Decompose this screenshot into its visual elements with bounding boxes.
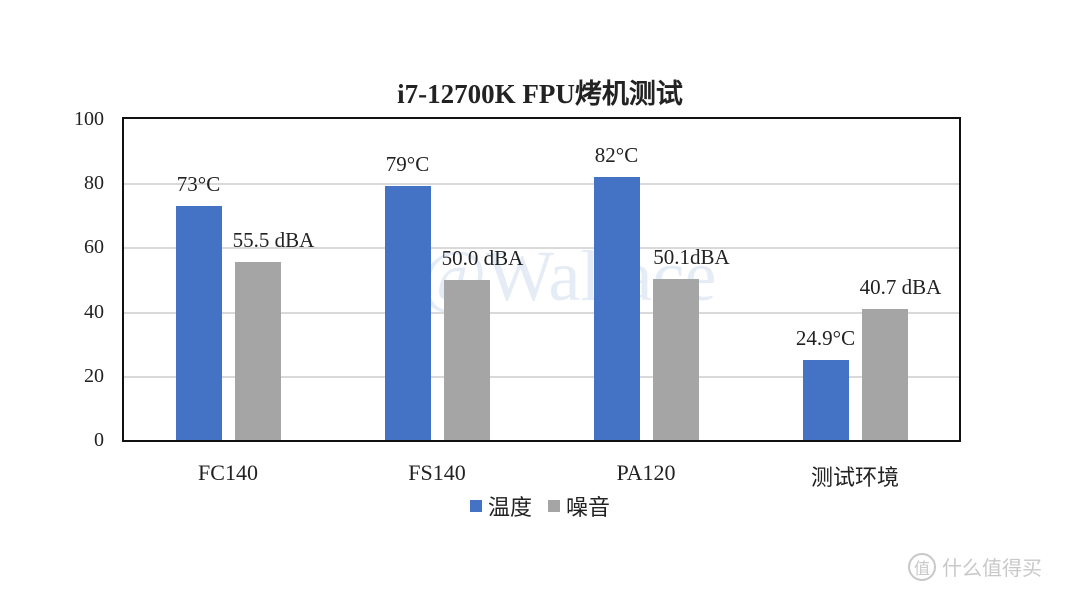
bar-noise[interactable]	[861, 309, 908, 440]
x-tick-label: 测试环境	[810, 465, 899, 490]
y-tick-label: 20	[84, 364, 104, 387]
data-label: 50.0 dBA	[441, 245, 524, 270]
y-tick-label: 100	[74, 108, 104, 130]
data-label: 50.1dBA	[653, 245, 730, 270]
plot-area: 73°C 55.5 dBA 79°C 50.0 dBA 82°C 50.1dBA 24.9°…	[122, 117, 961, 442]
bar-temperature[interactable]	[384, 186, 431, 440]
legend-item-noise[interactable]: 噪音	[548, 490, 610, 522]
bar-temperature[interactable]	[802, 360, 849, 440]
bar-temperature[interactable]	[593, 176, 640, 440]
data-label: 82°C	[594, 142, 639, 167]
data-label: 79°C	[385, 152, 430, 177]
y-tick-label: 40	[84, 300, 104, 323]
gridline	[124, 375, 959, 378]
legend-swatch-gray	[548, 500, 561, 512]
x-tick-label: FS140	[408, 460, 466, 485]
gridline	[124, 311, 959, 314]
zdm-logo-icon: 值	[908, 552, 936, 581]
bar-temperature[interactable]	[175, 205, 222, 440]
x-tick-label: FC140	[198, 460, 258, 485]
site-watermark: 值 什么值得买	[908, 552, 1042, 581]
bar-noise[interactable]	[443, 279, 490, 440]
gridline	[124, 183, 959, 186]
y-tick-label: 0	[94, 429, 104, 451]
bar-noise[interactable]	[652, 279, 699, 440]
bar-noise[interactable]	[234, 261, 281, 440]
data-label: 40.7 dBA	[859, 275, 942, 300]
legend-swatch-blue	[470, 500, 482, 512]
gridline	[124, 247, 959, 250]
y-tick-label: 60	[84, 236, 104, 259]
x-tick-label: PA120	[616, 460, 676, 485]
data-label: 55.5 dBA	[232, 227, 315, 252]
legend-item-temperature[interactable]: 温度	[470, 490, 532, 522]
data-label: 73°C	[176, 171, 221, 196]
chart-title: i7-12700K FPU烤机测试	[397, 79, 683, 109]
y-tick-label: 80	[84, 172, 104, 195]
legend: 温度 噪音	[470, 490, 626, 522]
data-label: 24.9°C	[795, 326, 856, 351]
